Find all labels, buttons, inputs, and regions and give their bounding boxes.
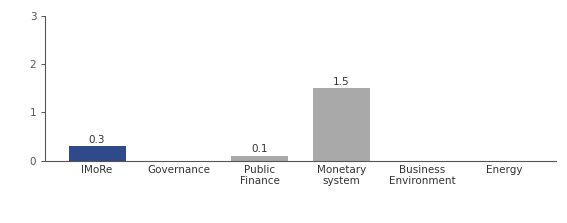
Bar <box>231 156 288 161</box>
Text: 0.1: 0.1 <box>252 144 268 154</box>
Text: 1.5: 1.5 <box>333 77 349 87</box>
Text: 0.3: 0.3 <box>89 135 105 145</box>
Bar <box>69 146 125 161</box>
Bar <box>313 88 370 161</box>
